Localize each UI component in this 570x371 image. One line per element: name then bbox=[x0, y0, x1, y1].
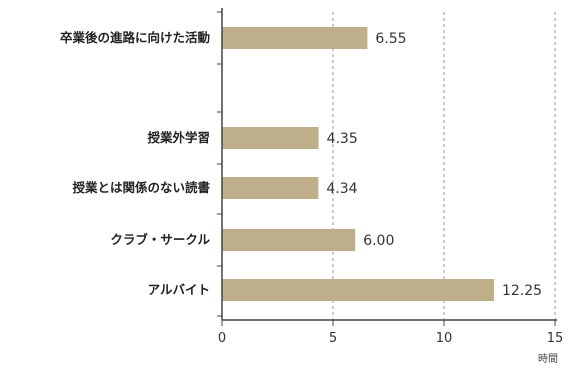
value-label-3: 6.00 bbox=[363, 233, 394, 249]
bar-0 bbox=[222, 27, 368, 49]
bar-1 bbox=[222, 127, 319, 149]
x-axis-unit-label: 時間 bbox=[538, 353, 558, 365]
category-label-3: クラブ・サークル bbox=[110, 232, 210, 247]
category-label-4: アルバイト bbox=[148, 282, 210, 297]
category-label-2: 授業とは関係のない読書 bbox=[72, 180, 210, 195]
bar-2 bbox=[222, 177, 319, 199]
value-label-4: 12.25 bbox=[502, 283, 542, 299]
x-tick-label-15: 15 bbox=[547, 331, 564, 346]
value-label-2: 4.34 bbox=[326, 181, 357, 197]
x-tick-label-5: 5 bbox=[329, 331, 337, 346]
value-label-0: 6.55 bbox=[375, 31, 406, 47]
x-tick-label-0: 0 bbox=[218, 331, 226, 346]
x-tick-label-10: 10 bbox=[436, 331, 453, 346]
category-label-0: 卒業後の進路に向けた活動 bbox=[60, 30, 210, 45]
value-label-1: 4.35 bbox=[327, 131, 358, 147]
bar-4 bbox=[222, 279, 494, 301]
category-label-1: 授業外学習 bbox=[147, 130, 210, 145]
bar-3 bbox=[222, 229, 356, 251]
